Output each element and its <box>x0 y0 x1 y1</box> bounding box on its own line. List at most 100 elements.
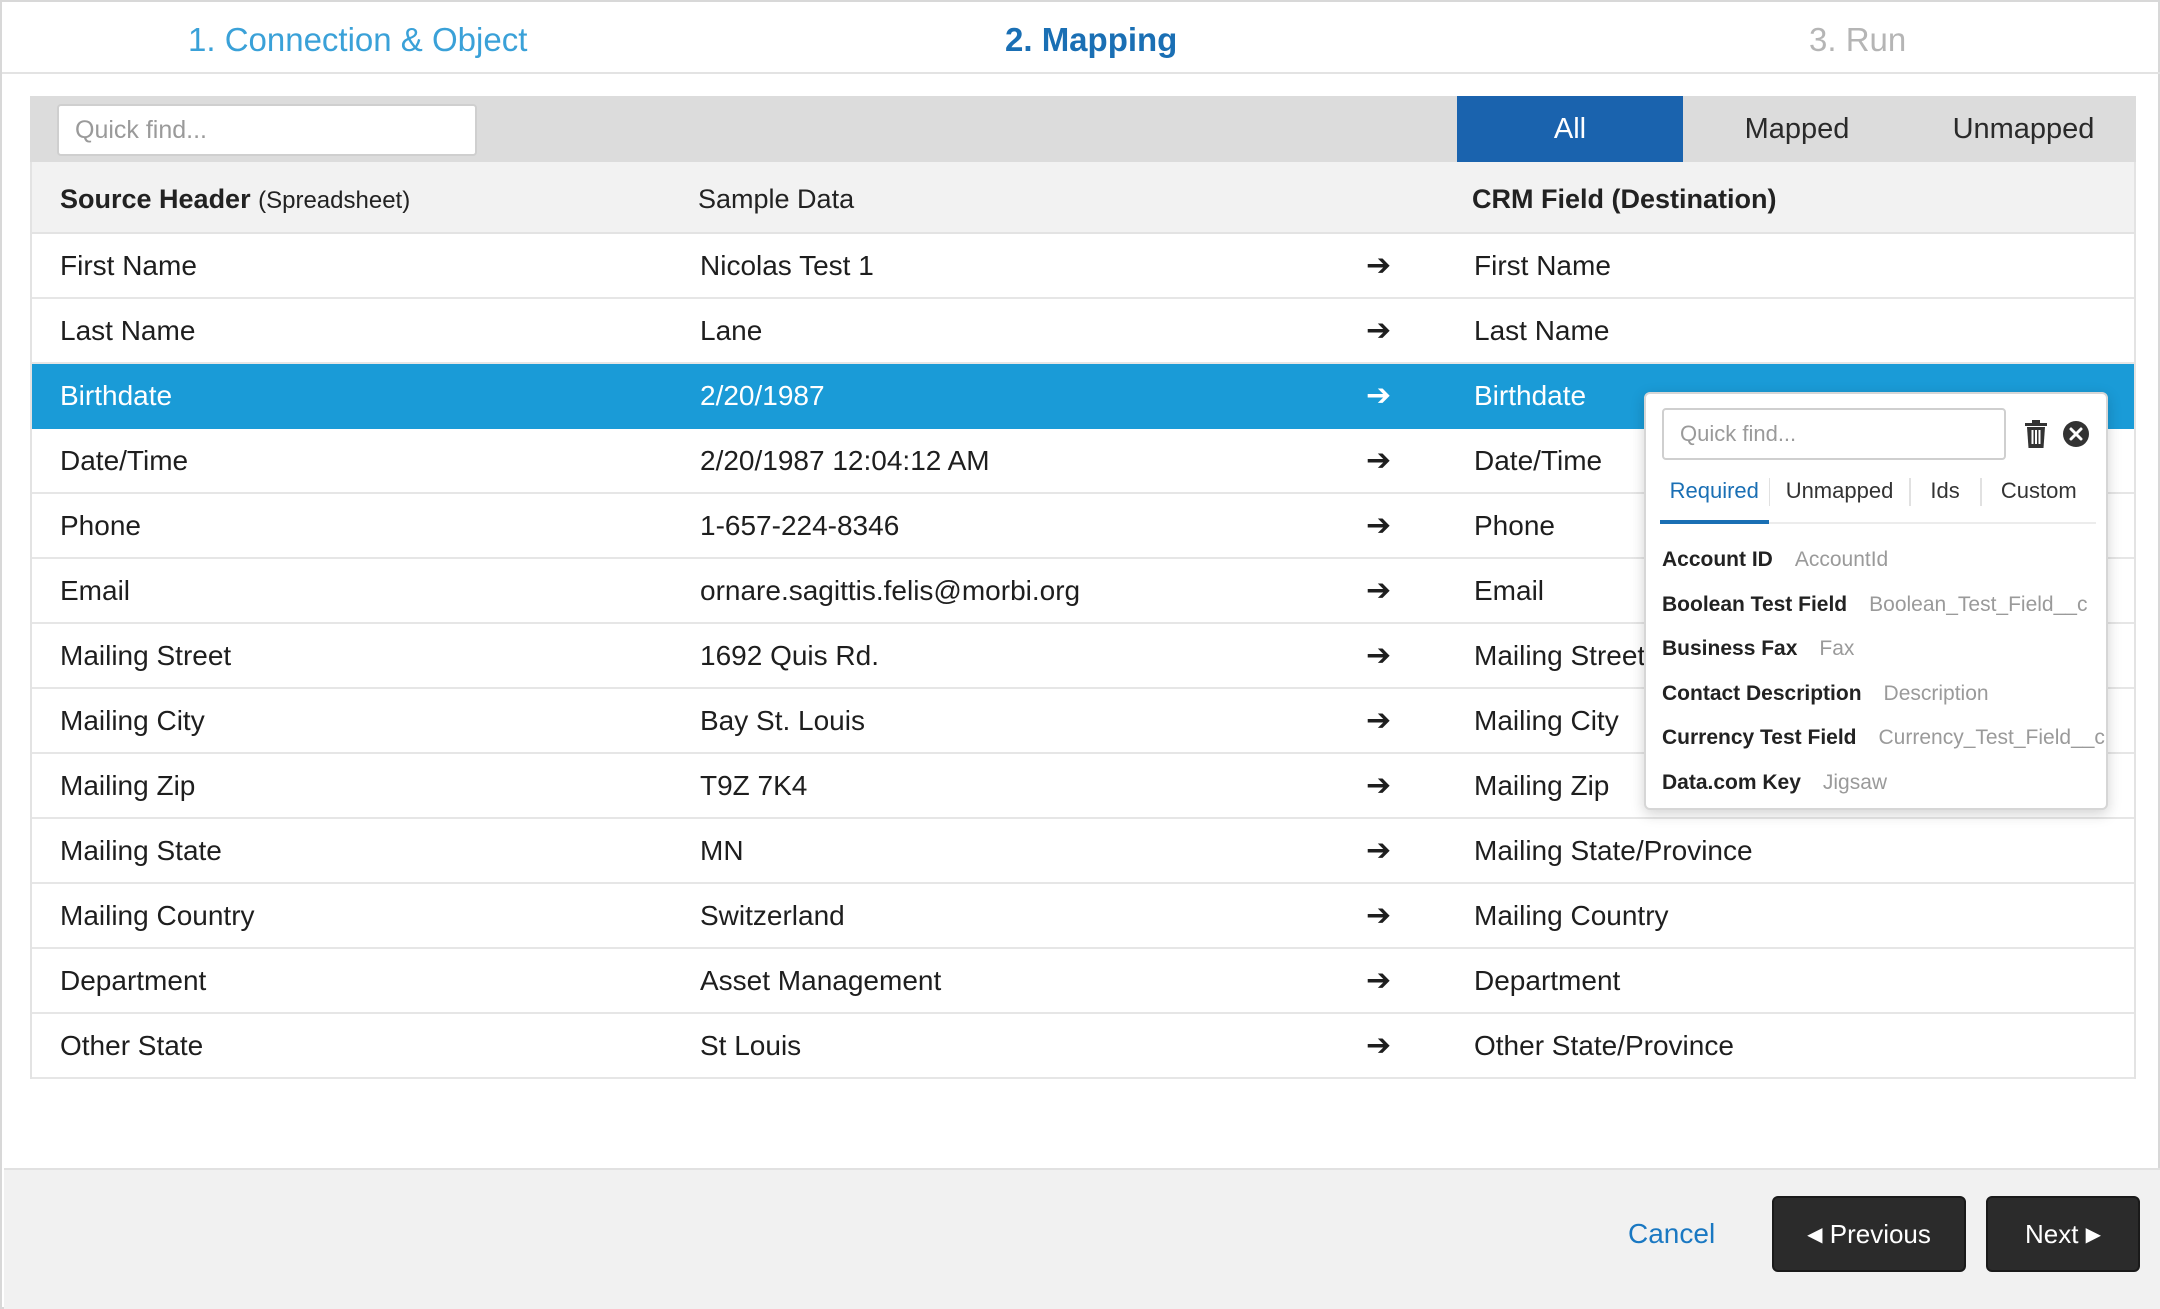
destination-cell[interactable]: Mailing State/Province <box>1474 835 1753 866</box>
sample-cell: 1-657-224-8346 <box>700 510 900 541</box>
table-row[interactable]: Other State St Louis ➔ Other State/Provi… <box>32 1014 2134 1079</box>
arrow-right-icon: ➔ <box>1366 769 1392 802</box>
table-row[interactable]: Last Name Lane ➔ Last Name <box>32 299 2134 364</box>
field-option-api-name: Description <box>1883 681 1989 705</box>
tab-divider <box>1979 478 1982 506</box>
table-row[interactable]: First Name Nicolas Test 1 ➔ First Name <box>32 234 2134 299</box>
arrow-right-icon: ➔ <box>1366 639 1392 672</box>
arrow-right-icon: ➔ <box>1366 509 1392 542</box>
column-header-crm: CRM Field (Destination) <box>1472 184 1777 214</box>
sample-cell: T9Z 7K4 <box>700 770 808 801</box>
trash-icon[interactable] <box>2024 420 2048 448</box>
destination-cell[interactable]: First Name <box>1474 250 1611 281</box>
source-cell: Email <box>60 575 131 606</box>
source-header-label: Source Header <box>60 184 251 214</box>
destination-cell[interactable]: Date/Time <box>1474 445 1603 476</box>
tab-unmapped[interactable]: Unmapped <box>1785 478 1894 503</box>
tab-ids[interactable]: Ids <box>1930 478 1960 503</box>
filter-tab-unmapped[interactable]: Unmapped <box>1952 112 2095 145</box>
arrow-right-icon: ➔ <box>1366 1029 1392 1062</box>
sample-cell: Switzerland <box>700 900 845 931</box>
field-picker-popup: Required Unmapped Ids Custom Account IDA… <box>1644 392 2108 810</box>
source-cell: Mailing State <box>60 835 222 866</box>
previous-button[interactable]: ◀ Previous <box>1772 1196 1966 1272</box>
sample-cell: Lane <box>700 315 763 346</box>
step-mapping: 2. Mapping <box>1005 21 1178 58</box>
field-option[interactable]: Business Fax Fax <box>1662 627 2102 672</box>
field-option[interactable]: Currency Test Field Currency_Test_Field__… <box>1662 716 2105 761</box>
field-picker-tabs: Required Unmapped Ids Custom <box>1660 478 2096 524</box>
destination-cell[interactable]: Mailing City <box>1474 705 1619 736</box>
table-row[interactable]: Mailing State MN ➔ Mailing State/Provinc… <box>32 819 2134 884</box>
source-cell: Mailing Country <box>60 900 255 931</box>
destination-cell[interactable]: Department <box>1474 965 1621 996</box>
destination-cell[interactable]: Mailing Street <box>1474 640 1646 671</box>
arrow-right-icon: ➔ <box>1366 314 1392 347</box>
destination-cell[interactable]: Last Name <box>1474 315 1610 346</box>
tab-required[interactable]: Required <box>1660 478 1769 524</box>
arrow-right-icon: ➔ <box>1366 574 1392 607</box>
sample-cell: 1692 Quis Rd. <box>700 640 879 671</box>
destination-cell[interactable]: Mailing Country <box>1474 900 1669 931</box>
quick-find-input[interactable] <box>57 104 477 156</box>
source-cell: Department <box>60 965 207 996</box>
field-option[interactable]: Data.com Key Jigsaw <box>1662 761 2102 806</box>
destination-cell[interactable]: Mailing Zip <box>1474 770 1610 801</box>
field-option-label: Contact Description <box>1662 681 1862 705</box>
source-cell: Phone <box>60 510 141 541</box>
field-option-label: Account ID <box>1662 548 1773 572</box>
source-cell: First Name <box>60 250 197 281</box>
sample-cell: Bay St. Louis <box>700 705 865 736</box>
table-header: Source Header (Spreadsheet) Sample Data … <box>32 162 2134 234</box>
source-cell: Mailing Street <box>60 640 232 671</box>
wizard-steps: 1. Connection & Object 2. Mapping 3. Run <box>2 2 2160 74</box>
arrow-right-icon: ➔ <box>1366 834 1392 867</box>
filter-tab-all[interactable]: All <box>1457 96 1683 162</box>
field-option[interactable]: Boolean Test Field Boolean_Test_Field__c <box>1662 583 2102 628</box>
column-header-source: Source Header (Spreadsheet) <box>60 184 410 215</box>
field-option-api-name: Boolean_Test_Field__c <box>1869 592 2088 616</box>
previous-button-label: Previous <box>1829 1218 1931 1249</box>
field-option[interactable]: Contact Description Description <box>1662 672 2102 717</box>
triangle-left-icon: ◀ <box>1807 1223 1823 1246</box>
source-cell: Mailing Zip <box>60 770 196 801</box>
next-button[interactable]: Next ▶ <box>1986 1196 2140 1272</box>
table-row[interactable]: Department Asset Management ➔ Department <box>32 949 2134 1014</box>
sample-cell: Nicolas Test 1 <box>700 250 874 281</box>
sample-cell: ornare.sagittis.felis@morbi.org <box>700 575 1081 606</box>
tab-divider <box>1768 478 1771 506</box>
field-option-label: Business Fax <box>1662 637 1798 661</box>
arrow-right-icon: ➔ <box>1366 964 1392 997</box>
cancel-link[interactable]: Cancel <box>1628 1218 1716 1249</box>
field-option-api-name: Fax <box>1819 637 1855 661</box>
arrow-right-icon: ➔ <box>1366 899 1392 932</box>
field-list: Account ID AccountId Boolean Test Field Bo… <box>1662 538 2105 806</box>
tab-divider <box>1908 478 1911 506</box>
table-row[interactable]: Mailing Country Switzerland ➔ Mailing Co… <box>32 884 2134 949</box>
wizard-footer: Cancel ◀ Previous Next ▶ <box>4 1168 2160 1309</box>
source-cell: Last Name <box>60 315 196 346</box>
close-icon[interactable] <box>2062 420 2090 448</box>
filter-tabs: All Mapped Unmapped <box>1457 96 2136 162</box>
filter-tab-mapped[interactable]: Mapped <box>1744 112 1850 145</box>
field-option-api-name: AccountId <box>1794 548 1889 572</box>
arrow-right-icon: ➔ <box>1366 704 1392 737</box>
field-option-api-name: Jigsaw <box>1822 770 1888 794</box>
field-option-api-name: Currency_Test_Field__c <box>1878 726 2105 750</box>
triangle-right-icon: ▶ <box>2085 1223 2102 1246</box>
tab-custom[interactable]: Custom <box>2000 478 2077 503</box>
sample-cell: 2/20/1987 12:04:12 AM <box>700 445 990 476</box>
source-cell: Date/Time <box>60 445 189 476</box>
field-search-input[interactable] <box>1662 408 2006 460</box>
source-header-sub: (Spreadsheet) <box>258 187 411 214</box>
step-run: 3. Run <box>1809 21 1907 58</box>
step-connection-object[interactable]: 1. Connection & Object <box>188 21 528 58</box>
source-cell: Other State <box>60 1030 204 1061</box>
destination-cell[interactable]: Email <box>1474 575 1545 606</box>
field-option-label: Currency Test Field <box>1662 726 1857 750</box>
destination-cell[interactable]: Other State/Province <box>1474 1030 1734 1061</box>
field-option[interactable]: Account ID AccountId <box>1662 538 2102 583</box>
destination-cell[interactable]: Birthdate <box>1474 380 1587 411</box>
destination-cell[interactable]: Phone <box>1474 510 1555 541</box>
